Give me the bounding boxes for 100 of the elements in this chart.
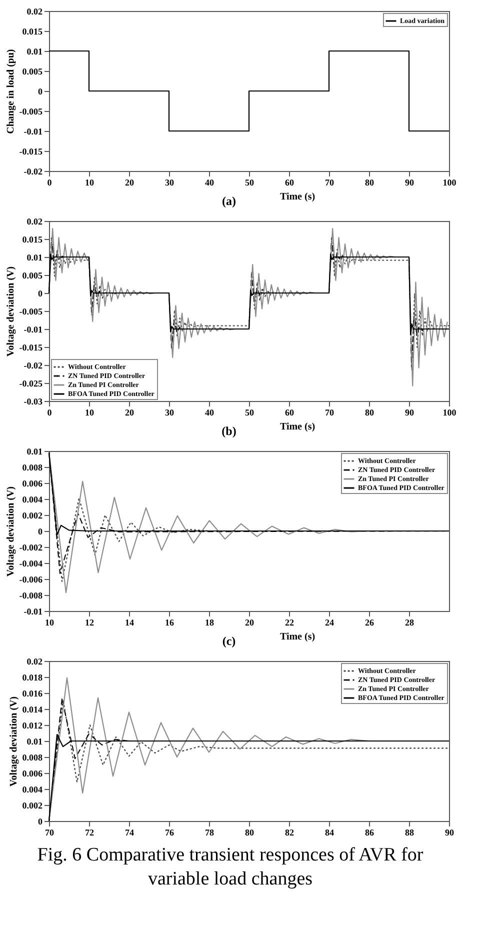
y-tick-label: 0.002 <box>22 510 43 520</box>
x-tick-label: 88 <box>405 828 414 838</box>
y-tick-label: -0.025 <box>19 378 43 388</box>
x-tick-label: 10 <box>45 618 54 628</box>
x-tick-label: 40 <box>205 408 214 418</box>
y-tick-label: -0.01 <box>24 606 43 616</box>
x-tick-label: 20 <box>125 178 134 188</box>
y-tick-label: 0 <box>38 816 43 826</box>
y-tick-label: -0.004 <box>19 558 43 568</box>
x-tick-label: 76 <box>165 828 174 838</box>
y-tick-label: -0.01 <box>24 126 43 136</box>
x-tick-label: 90 <box>405 408 414 418</box>
x-tick-label: 72 <box>85 828 94 838</box>
x-tick-label: 10 <box>85 178 94 188</box>
y-tick-label: 0.015 <box>22 26 43 36</box>
text: (b) <box>222 424 236 438</box>
y-tick-label: 0.015 <box>22 234 43 244</box>
x-tick-label: 78 <box>205 828 214 838</box>
x-tick-label: 82 <box>285 828 294 838</box>
x-axis-title: Time (s) <box>280 192 316 202</box>
y-tick-label: 0.016 <box>22 688 43 698</box>
x-tick-label: 30 <box>165 178 174 188</box>
x-tick-label: 74 <box>125 828 134 838</box>
y-tick-label: 0.006 <box>22 478 43 488</box>
x-tick-label: 18 <box>205 618 214 628</box>
x-tick-label: 28 <box>405 618 414 628</box>
y-tick-label: 0 <box>38 526 43 536</box>
y-axis-title: Voltage deviation (V) <box>5 486 16 577</box>
y-tick-label: 0.014 <box>22 704 43 714</box>
x-tick-label: 50 <box>245 178 254 188</box>
y-tick-label: -0.002 <box>19 542 43 552</box>
x-tick-label: 70 <box>325 178 334 188</box>
x-tick-label: 90 <box>445 828 454 838</box>
x-tick-label: 12 <box>85 618 94 628</box>
x-tick-label: 70 <box>45 828 54 838</box>
x-tick-label: 60 <box>285 178 294 188</box>
y-tick-label: -0.015 <box>19 146 43 156</box>
x-tick-label: 84 <box>325 828 334 838</box>
y-tick-label: 0.006 <box>22 768 43 778</box>
x-tick-label: 20 <box>125 408 134 418</box>
y-tick-label: 0.01 <box>26 252 43 262</box>
line-series <box>48 734 450 822</box>
y-tick-label: 0 <box>38 86 43 96</box>
y-tick-label: -0.02 <box>24 166 43 176</box>
x-tick-label: 14 <box>125 618 134 628</box>
y-tick-label: 0.012 <box>22 720 43 730</box>
x-tick-label: 70 <box>325 408 334 418</box>
text: (c) <box>222 634 236 648</box>
x-tick-label: 0 <box>47 178 52 188</box>
y-tick-label: 0.02 <box>26 6 43 16</box>
x-tick-label: 40 <box>205 178 214 188</box>
x-tick-label: 10 <box>85 408 94 418</box>
x-tick-label: 20 <box>245 618 254 628</box>
x-tick-label: 26 <box>365 618 374 628</box>
y-tick-label: -0.02 <box>24 360 43 370</box>
y-axis-title: Voltage deviation (V) <box>8 696 20 787</box>
x-tick-label: 0 <box>47 408 52 418</box>
x-tick-label: 24 <box>325 618 334 628</box>
y-tick-label: 0.02 <box>26 216 43 226</box>
y-tick-label: -0.005 <box>19 306 43 316</box>
y-tick-label: 0.01 <box>26 46 43 56</box>
x-axis-title: Time (s) <box>280 632 316 642</box>
y-tick-label: -0.006 <box>19 574 43 584</box>
x-tick-label: 80 <box>245 828 254 838</box>
y-axis-title: Change in load (pu) <box>5 49 16 134</box>
y-tick-label: -0.015 <box>19 342 43 352</box>
x-tick-label: 100 <box>442 408 457 418</box>
x-tick-label: 22 <box>285 618 294 628</box>
caption: Fig. 6 Comparative transient responces of AVR for variable load changes <box>37 844 424 890</box>
x-tick-label: 90 <box>405 178 414 188</box>
y-tick-label: 0.004 <box>22 494 43 504</box>
y-tick-label: 0.01 <box>26 446 43 456</box>
y-tick-label: 0.005 <box>22 66 43 76</box>
y-axis-title: Voltage deviation (V) <box>5 266 16 357</box>
line-series <box>48 228 448 386</box>
y-tick-label: 0 <box>38 288 43 298</box>
x-tick-label: 60 <box>285 408 294 418</box>
x-tick-label: 50 <box>245 408 254 418</box>
x-tick-label: 30 <box>165 408 174 418</box>
x-tick-label: 100 <box>442 178 457 188</box>
y-tick-label: 0.01 <box>26 736 43 746</box>
y-tick-label: 0.02 <box>26 656 43 666</box>
line-series <box>48 254 450 336</box>
text: (a) <box>222 194 236 208</box>
y-tick-label: -0.008 <box>19 590 43 600</box>
y-tick-label: -0.005 <box>19 106 43 116</box>
x-tick-label: 86 <box>365 828 374 838</box>
y-tick-label: 0.002 <box>22 800 43 810</box>
y-tick-label: 0.005 <box>22 270 43 280</box>
y-tick-label: 0.004 <box>22 784 43 794</box>
y-tick-label: 0.018 <box>22 672 43 682</box>
x-tick-label: 16 <box>165 618 174 628</box>
y-tick-label: 0.008 <box>22 462 43 472</box>
x-axis-title: Time (s) <box>280 422 316 432</box>
x-tick-label: 80 <box>365 178 374 188</box>
y-tick-label: -0.03 <box>24 396 43 406</box>
x-tick-label: 80 <box>365 408 374 418</box>
y-tick-label: 0.008 <box>22 752 43 762</box>
y-tick-label: -0.01 <box>24 324 43 334</box>
line-series <box>48 452 450 536</box>
